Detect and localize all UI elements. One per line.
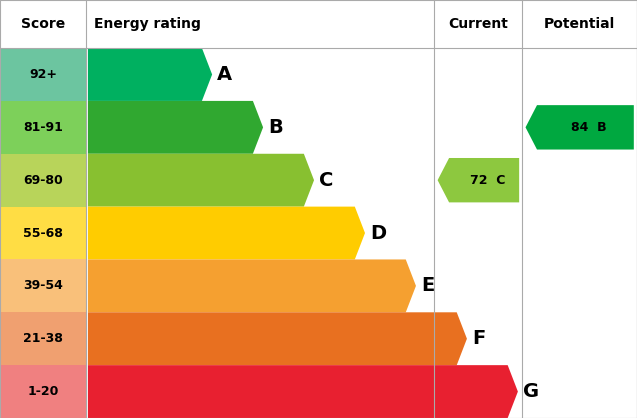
- Polygon shape: [88, 260, 416, 312]
- Text: Current: Current: [448, 17, 508, 31]
- Text: G: G: [523, 382, 539, 401]
- Polygon shape: [88, 154, 314, 206]
- Text: E: E: [421, 276, 434, 296]
- Text: Score: Score: [21, 17, 65, 31]
- Bar: [0, 312, 86, 365]
- Polygon shape: [526, 105, 634, 150]
- Bar: [0, 101, 86, 154]
- Text: Energy rating: Energy rating: [94, 17, 201, 31]
- Bar: [86, 312, 637, 365]
- Text: 72  C: 72 C: [469, 174, 505, 187]
- Text: 55-68: 55-68: [23, 227, 63, 240]
- Bar: [86, 365, 637, 418]
- Polygon shape: [88, 206, 365, 260]
- Text: F: F: [472, 329, 485, 348]
- Polygon shape: [88, 101, 263, 154]
- Text: 1-20: 1-20: [27, 385, 59, 398]
- Bar: [86, 101, 637, 154]
- Text: 84  B: 84 B: [571, 121, 606, 134]
- Text: A: A: [217, 65, 233, 84]
- Polygon shape: [438, 158, 519, 202]
- Text: D: D: [370, 224, 386, 242]
- Bar: [0, 365, 86, 418]
- Bar: [86, 206, 637, 260]
- Bar: [0, 260, 86, 312]
- Bar: [86, 154, 637, 206]
- Bar: [0, 0, 637, 48]
- Polygon shape: [88, 312, 467, 365]
- Polygon shape: [88, 48, 212, 101]
- Text: 92+: 92+: [29, 68, 57, 81]
- Polygon shape: [88, 365, 518, 418]
- Bar: [86, 260, 637, 312]
- Text: 39-54: 39-54: [23, 279, 63, 292]
- Text: 81-91: 81-91: [23, 121, 63, 134]
- Text: C: C: [319, 171, 334, 190]
- Bar: [0, 206, 86, 260]
- Text: 21-38: 21-38: [23, 332, 63, 345]
- Text: 69-80: 69-80: [23, 174, 63, 187]
- Text: Potential: Potential: [544, 17, 615, 31]
- Text: B: B: [268, 118, 283, 137]
- Bar: [86, 48, 637, 101]
- Bar: [0, 154, 86, 206]
- Bar: [0, 48, 86, 101]
